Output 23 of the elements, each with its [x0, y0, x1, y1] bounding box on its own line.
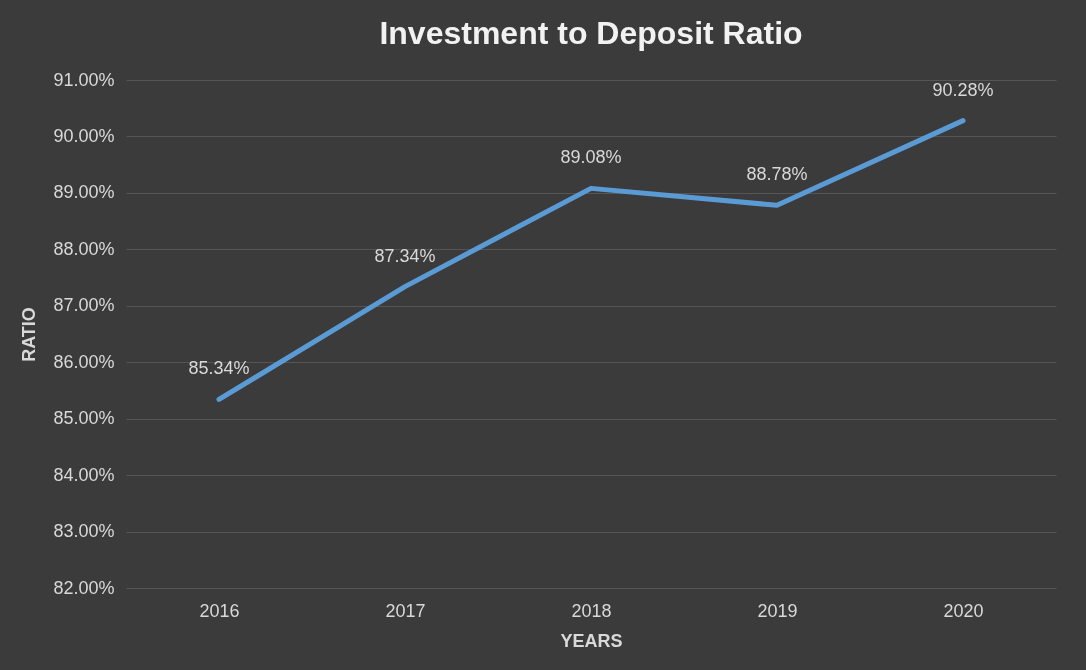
data-label: 89.08% — [560, 147, 622, 168]
y-tick-label: 84.00% — [53, 464, 115, 485]
y-tick-label: 85.00% — [53, 408, 115, 429]
x-tick-label: 2020 — [943, 600, 984, 621]
chart-title: Investment to Deposit Ratio — [379, 15, 803, 51]
y-tick-label: 89.00% — [53, 182, 115, 203]
data-label: 90.28% — [932, 79, 994, 100]
y-axis-title: RATIO — [19, 307, 40, 362]
y-tick-label: 83.00% — [53, 521, 115, 542]
y-tick-label: 82.00% — [53, 577, 115, 598]
y-tick-label: 88.00% — [53, 238, 115, 259]
x-tick-label: 2019 — [757, 600, 798, 621]
x-tick-label: 2016 — [199, 600, 240, 621]
y-tick-label: 91.00% — [53, 69, 115, 90]
data-label: 87.34% — [374, 245, 436, 266]
x-tick-label: 2017 — [385, 600, 426, 621]
data-label: 88.78% — [746, 164, 808, 185]
x-axis-title: YEARS — [560, 630, 623, 651]
data-label: 85.34% — [188, 358, 250, 379]
y-tick-label: 87.00% — [53, 295, 115, 316]
y-tick-label: 86.00% — [53, 351, 115, 372]
y-tick-label: 90.00% — [53, 125, 115, 146]
x-tick-label: 2018 — [571, 600, 612, 621]
